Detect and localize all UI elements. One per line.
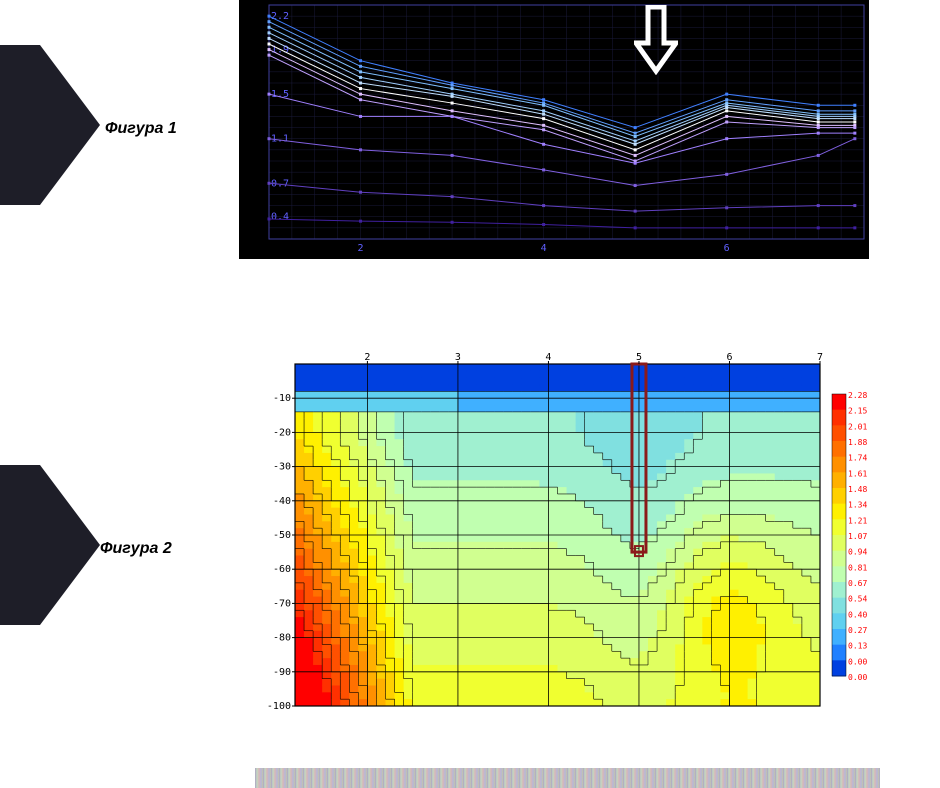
down-arrow-icon [634,5,678,75]
svg-text:0.94: 0.94 [848,548,867,557]
svg-text:1.21: 1.21 [848,516,867,525]
svg-text:0.54: 0.54 [848,595,867,604]
contour-chart-figure-2: 234567-10-20-30-40-50-60-70-80-90-1002.2… [255,346,880,714]
svg-text:2: 2 [358,243,364,254]
svg-text:-30: -30 [273,462,291,473]
svg-text:-80: -80 [273,633,291,644]
svg-text:-20: -20 [273,427,291,438]
svg-text:-40: -40 [273,496,291,507]
svg-text:0.81: 0.81 [848,563,867,572]
svg-text:1.74: 1.74 [848,454,867,463]
svg-text:4: 4 [541,243,547,254]
svg-text:0.00: 0.00 [848,673,867,682]
svg-text:1.48: 1.48 [848,485,867,494]
svg-text:0.00: 0.00 [848,657,867,666]
svg-text:0.67: 0.67 [848,579,867,588]
svg-text:2.28: 2.28 [848,391,867,400]
svg-text:2.2: 2.2 [271,11,289,22]
figure-2-label: Фигура 2 [100,540,172,558]
svg-text:-50: -50 [273,530,291,541]
noise-bar [255,768,880,788]
svg-text:1.88: 1.88 [848,438,867,447]
svg-text:0.13: 0.13 [848,642,867,651]
svg-text:-60: -60 [273,564,291,575]
pentagon-marker-2 [0,465,100,625]
svg-text:-90: -90 [273,667,291,678]
line-chart-figure-1: 0.40.71.11.51.92.2246 [239,0,869,259]
svg-text:0.27: 0.27 [848,626,867,635]
svg-text:2.01: 2.01 [848,422,867,431]
svg-text:1.61: 1.61 [848,469,867,478]
svg-text:-100: -100 [267,701,291,712]
svg-text:6: 6 [724,243,730,254]
svg-text:0.4: 0.4 [271,212,289,223]
svg-text:1.34: 1.34 [848,501,867,510]
figure-1-label: Фигура 1 [105,120,177,138]
svg-text:-70: -70 [273,598,291,609]
svg-text:2.15: 2.15 [848,407,867,416]
svg-text:1.07: 1.07 [848,532,867,541]
svg-text:-10: -10 [273,393,291,404]
svg-text:0.40: 0.40 [848,610,867,619]
pentagon-marker-1 [0,45,100,205]
